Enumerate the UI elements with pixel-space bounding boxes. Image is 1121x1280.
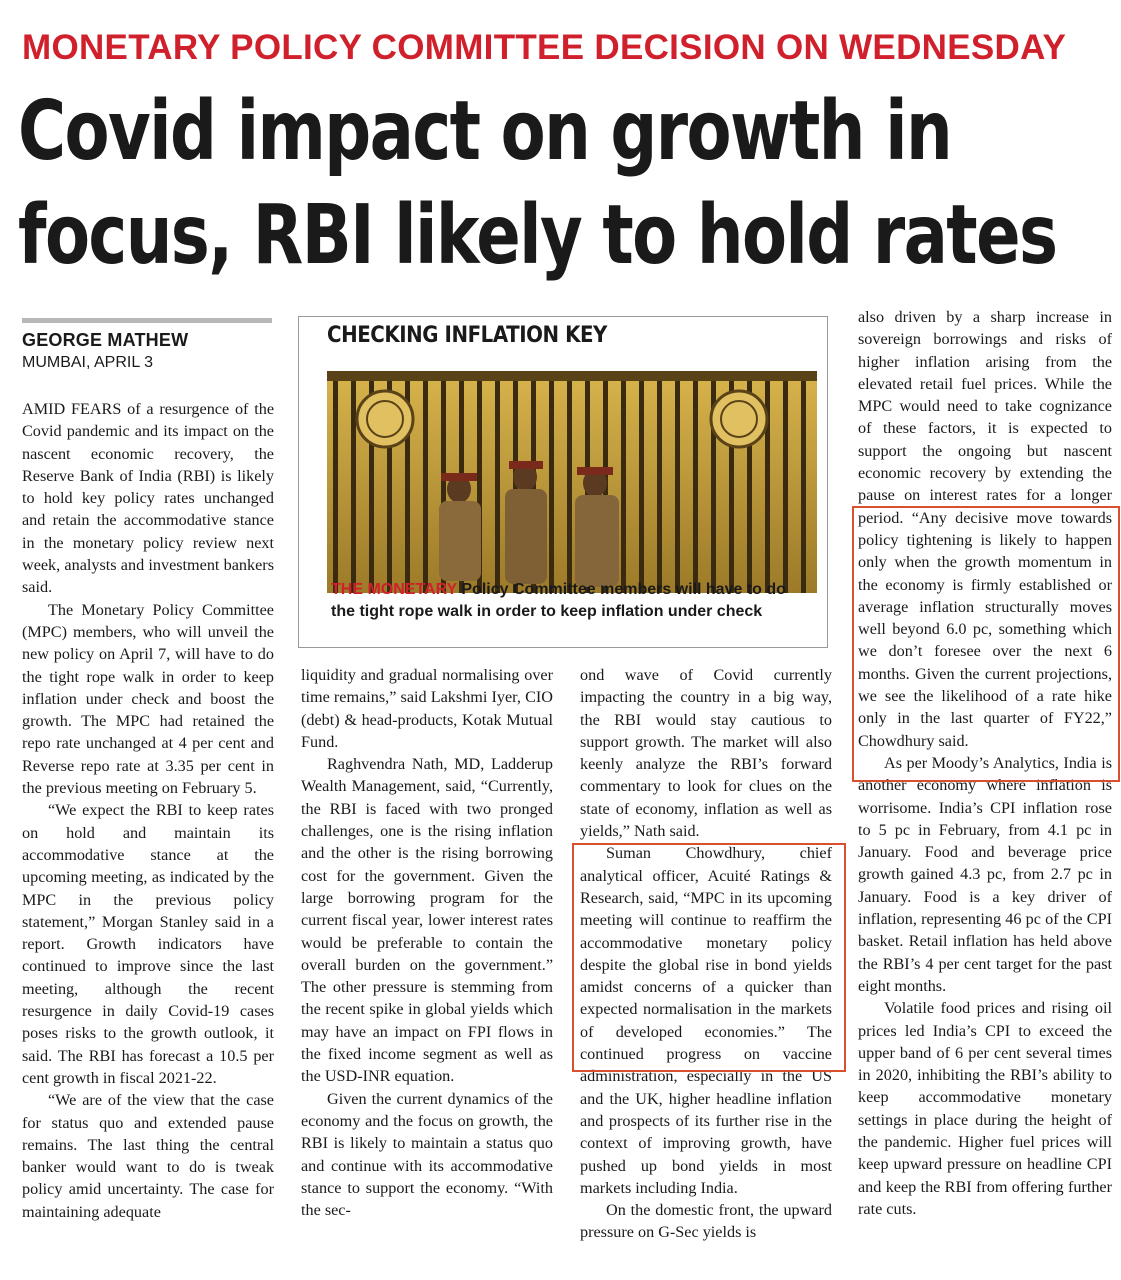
article-paragraph: On the domestic front, the upward pressu…: [580, 1201, 832, 1242]
caption-lead: THE MONETARY: [331, 581, 457, 598]
author-name: GEORGE MATHEW: [22, 330, 189, 350]
article-paragraph: Given the current dynamics of the econom…: [301, 1089, 553, 1220]
article-paragraph: Suman Chowdhury, chief analytical office…: [580, 844, 832, 1197]
article-paragraph: Volatile food prices and rising oil pric…: [858, 999, 1112, 1218]
lead-in: Amid fears: [22, 400, 122, 418]
article-paragraph: ond wave of Covid currently impacting th…: [580, 666, 832, 841]
photo-illustration: [327, 371, 817, 593]
article-paragraph: “We are of the view that the case for st…: [22, 1091, 274, 1221]
article-column-3: ond wave of Covid currently impacting th…: [580, 664, 832, 1244]
paragraph-text: of a resurgence of the Covid pandemic an…: [22, 400, 275, 597]
article-paragraph: As per Moody’s Analytics, India is anoth…: [858, 753, 1112, 995]
photo-caption: THE MONETARY Policy Committee members wi…: [331, 579, 811, 623]
highlight-box-chowdhury-quote: [572, 843, 846, 1072]
rbi-guards-photo: [327, 371, 817, 593]
article-paragraph: Raghvendra Nath, MD, Ladderup Wealth Man…: [301, 755, 553, 1086]
headline-line-1: Covid impact on growth in: [18, 84, 953, 179]
article-column-1: Amid fears of a resurgence of the Covid …: [22, 398, 274, 1223]
headline-line-2: focus, RBI likely to hold rates: [18, 188, 1058, 283]
article-paragraph: also driven by a sharp increase in sover…: [858, 308, 1112, 750]
byline-divider: [22, 318, 272, 323]
article-column-2: liquidity and gradual normalising over t…: [301, 664, 553, 1221]
inflation-infobox: CHECKING INFLATION KEY: [298, 316, 828, 648]
highlight-box-chowdhury-outlook: [852, 506, 1120, 782]
article-column-4: also driven by a sharp increase in sover…: [858, 306, 1112, 1220]
kicker-headline: MONETARY POLICY COMMITTEE DECISION ON WE…: [22, 28, 1067, 67]
article-paragraph: Amid fears of a resurgence of the Covid …: [22, 398, 274, 599]
infobox-title: CHECKING INFLATION KEY: [327, 323, 607, 348]
article-paragraph: liquidity and gradual normalising over t…: [301, 666, 553, 751]
dateline: MUMBAI, APRIL 3: [22, 354, 153, 371]
article-paragraph: The Monetary Policy Committee (MPC) memb…: [22, 600, 274, 798]
article-paragraph: “We expect the RBI to keep rates on hold…: [22, 801, 274, 1087]
caption-text: Policy Committee members will have to do…: [331, 581, 786, 620]
main-headline: Covid impact on growth in focus, RBI lik…: [18, 80, 1108, 288]
